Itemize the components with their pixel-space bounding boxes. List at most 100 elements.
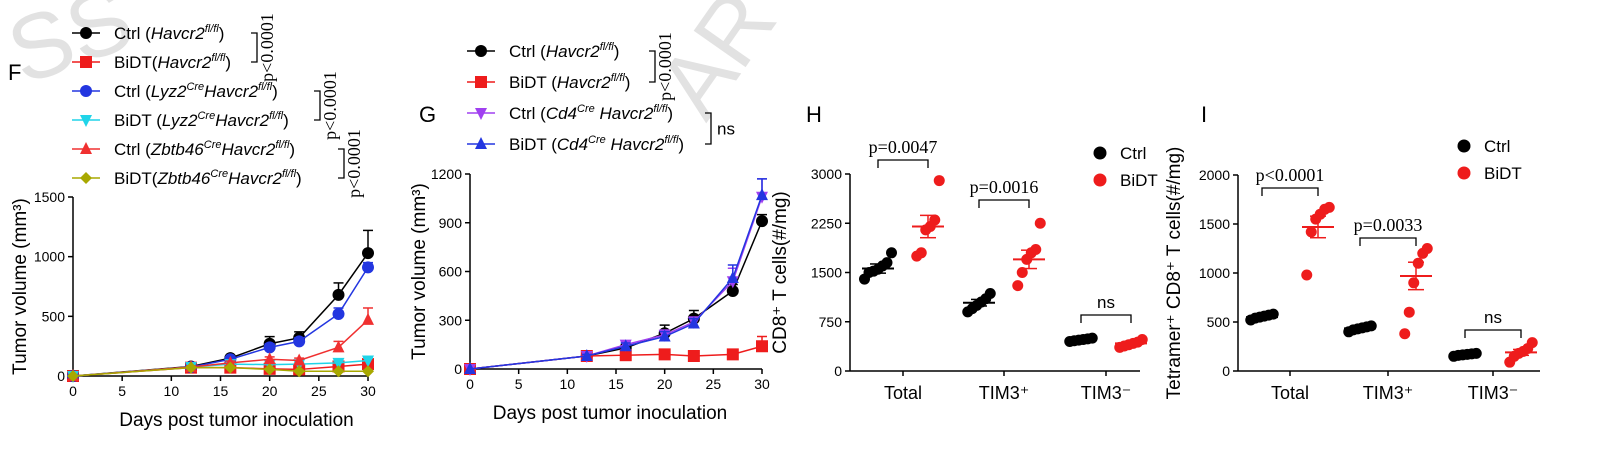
legend-entry: Ctrl — [1120, 144, 1146, 163]
data-point — [1136, 333, 1148, 345]
stat-bracket — [314, 90, 321, 121]
stat-label: p<0.0001 — [1256, 165, 1325, 185]
y-tick-label: 1200 — [431, 166, 462, 182]
stat-label: p=0.0047 — [869, 137, 938, 157]
x-tick-label: 15 — [608, 376, 624, 392]
data-point — [915, 247, 927, 259]
series-line — [469, 194, 763, 370]
data-point — [1408, 277, 1420, 289]
legend-entry: BiDT(Zbtb46CreHavcr2fl/fl) — [114, 168, 302, 188]
stat-label: p<0.0001 — [344, 129, 364, 198]
x-tick-label: 25 — [311, 383, 327, 399]
x-tick-label: 15 — [213, 383, 229, 399]
legend-marker — [475, 108, 487, 120]
data-point — [263, 352, 276, 365]
data-point — [687, 316, 700, 329]
stat-bracket — [1359, 237, 1417, 246]
legend-entry: BiDT (Lyz2CreHavcr2fl/fl) — [114, 110, 289, 130]
y-tick-label: 1500 — [811, 265, 842, 281]
data-point — [362, 365, 374, 378]
stat-label: ns — [1097, 293, 1115, 312]
stat-label: p<0.0001 — [655, 32, 675, 101]
y-axis-label: Tumor volume (mm³) — [409, 183, 430, 360]
legend-marker — [80, 172, 92, 184]
data-point — [1526, 337, 1538, 349]
data-point — [1305, 226, 1317, 238]
y-tick-label: 3000 — [811, 166, 842, 182]
legend-entry: BiDT (Cd4Cre Havcr2fl/fl) — [509, 134, 684, 154]
data-point — [1012, 280, 1024, 292]
stat-label: p=0.0033 — [1354, 215, 1423, 235]
series-line — [72, 252, 369, 377]
data-point — [726, 348, 739, 361]
data-point — [1470, 347, 1482, 359]
series-0 — [67, 229, 374, 382]
legend-marker — [1093, 173, 1107, 187]
stat-label: ns — [717, 120, 735, 139]
series-2 — [464, 178, 768, 376]
y-tick-label: 1500 — [1199, 216, 1230, 232]
stat-bracket — [877, 159, 929, 168]
stat-bracket — [1080, 314, 1132, 323]
series-line — [469, 196, 763, 370]
data-point — [1403, 306, 1415, 318]
category-label: TIM3⁺ — [1363, 383, 1414, 403]
stat-bracket — [978, 199, 1030, 208]
legend-marker — [80, 27, 92, 39]
category-label: Total — [1271, 383, 1309, 403]
legend-marker — [1457, 139, 1471, 153]
x-tick-label: 20 — [657, 376, 673, 392]
x-tick-label: 25 — [706, 376, 722, 392]
stat-label: p=0.0016 — [970, 177, 1039, 197]
data-point — [756, 188, 768, 201]
data-point — [332, 307, 345, 320]
data-point — [263, 363, 276, 376]
data-point — [658, 348, 671, 361]
panel-label: I — [1201, 102, 1207, 127]
data-point — [933, 175, 945, 187]
data-point — [1399, 328, 1411, 340]
category-label: TIM3⁻ — [1468, 383, 1519, 403]
category-label: TIM3⁻ — [1081, 383, 1132, 403]
x-tick-label: 10 — [164, 383, 180, 399]
data-point — [1301, 269, 1313, 281]
legend-entry: Ctrl (Havcr2fl/fl) — [114, 23, 224, 43]
x-axis-label: Days post tumor inoculation — [493, 403, 727, 424]
stat-bracket — [251, 32, 258, 63]
legend-entry: Ctrl (Zbtb46CreHavcr2fl/fl) — [114, 139, 295, 159]
data-point — [224, 361, 237, 374]
data-point — [658, 329, 671, 342]
y-axis-label: Tetramer⁺ CD8⁺ T cells(#/mg) — [1164, 147, 1185, 400]
stat-bracket — [1261, 187, 1319, 196]
panel-f: F 0 5 10 15 20 25 30 0 500 1000 1500 Days post tumor… — [8, 13, 376, 431]
data-point — [293, 335, 306, 348]
legend-entry: BiDT(Havcr2fl/fl) — [114, 52, 231, 72]
data-point — [881, 257, 893, 269]
x-tick-label: 5 — [515, 376, 523, 392]
series-4 — [67, 307, 374, 381]
data-point — [1323, 201, 1335, 213]
data-point — [756, 340, 768, 353]
data-point — [726, 285, 739, 297]
stat-label: p<0.0001 — [257, 13, 277, 82]
data-point — [1086, 332, 1098, 344]
legend-marker — [80, 56, 92, 68]
data-point — [929, 214, 941, 226]
panel-label: G — [419, 102, 436, 127]
data-point — [332, 340, 345, 353]
y-tick-label: 2000 — [1199, 167, 1230, 183]
data-point — [332, 288, 345, 301]
y-tick-label: 300 — [439, 312, 463, 328]
stat-label: ns — [1484, 308, 1502, 327]
category-label: Total — [884, 383, 922, 403]
stat-bracket — [705, 112, 712, 145]
series-5 — [67, 361, 374, 382]
x-tick-label: 5 — [118, 383, 126, 399]
legend-entry: BiDT — [1484, 164, 1522, 183]
x-tick-label: 0 — [466, 376, 474, 392]
data-point — [362, 247, 374, 260]
x-tick-label: 30 — [360, 383, 376, 399]
legend-marker — [80, 85, 92, 97]
y-tick-label: 900 — [439, 215, 463, 231]
data-point — [464, 362, 476, 374]
